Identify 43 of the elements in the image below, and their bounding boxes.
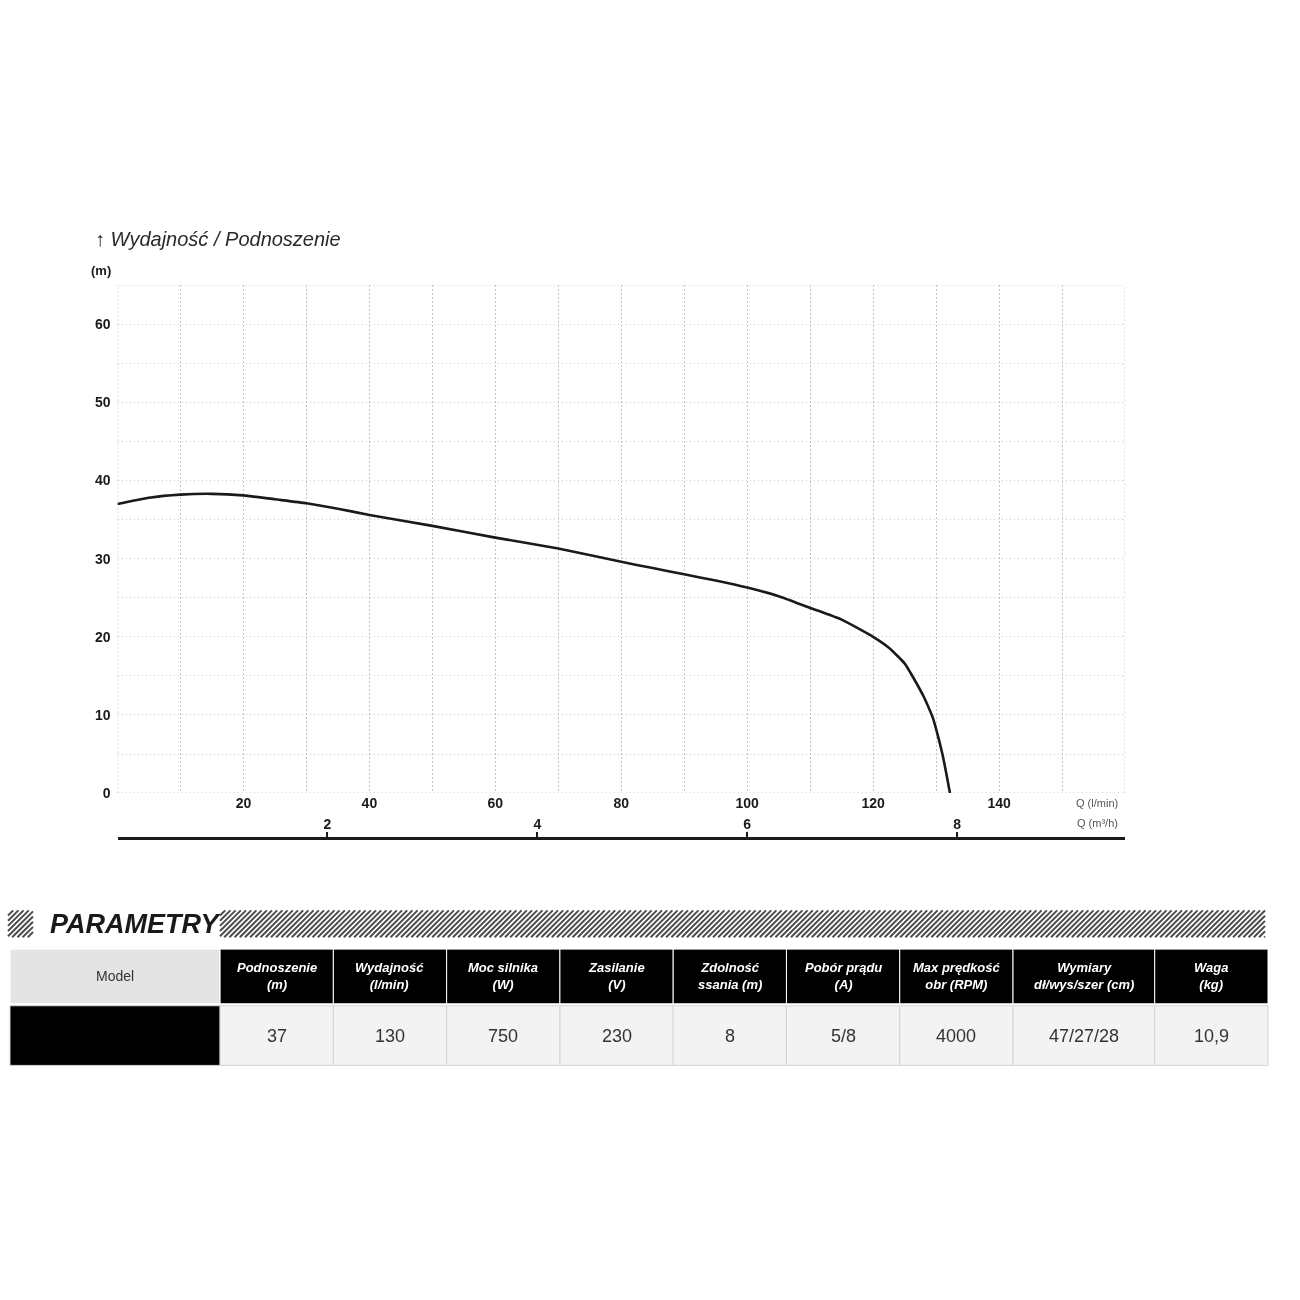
x-tick-label: 100: [735, 795, 760, 812]
category-label: Moc silnika (W): [468, 960, 539, 992]
category-label: Podnoszenie (m): [237, 960, 318, 992]
x-tick-label: 120: [861, 795, 886, 812]
category-label: Max prędkość obr (RPM): [913, 960, 1001, 992]
text: 4000: [936, 1026, 977, 1046]
x2-axis-title: Q (m³/h): [1077, 817, 1118, 829]
x-axis-title: Q (l/min): [1076, 797, 1119, 809]
x2-tick-label: 8: [953, 816, 962, 833]
text: 130: [375, 1026, 406, 1046]
category-label: Model: [96, 968, 135, 984]
category-label: Pobór prądu (A): [805, 960, 883, 992]
text: 750: [488, 1026, 519, 1046]
text: 47/27/28: [1049, 1026, 1120, 1046]
y-tick-label: 0: [102, 784, 111, 801]
x2-tick-label: 4: [533, 816, 542, 833]
y-tick-label: 20: [94, 628, 111, 645]
y-tick-label: 60: [94, 316, 111, 333]
category-label: Zasilanie (V): [588, 960, 645, 992]
x-tick-label: 80: [613, 795, 630, 812]
text: 5/8: [831, 1026, 857, 1046]
x-tick-label: 40: [361, 795, 378, 812]
text: 8: [725, 1026, 736, 1046]
text: 37: [267, 1026, 288, 1046]
x-tick-label: 20: [235, 795, 252, 812]
y-tick-label: 30: [94, 550, 111, 567]
x-tick-label: 60: [487, 795, 504, 812]
x2-tick-label: 6: [743, 816, 752, 833]
x2-tick-label: 2: [323, 816, 332, 833]
text: PARAMETRY: [50, 909, 222, 939]
y-tick-label: 40: [94, 472, 111, 489]
category-label: Wydajność (l/min): [355, 960, 425, 992]
chart-title: ↑ Wydajność / Podnoszenie: [95, 228, 341, 250]
text: 230: [602, 1026, 633, 1046]
y-axis-title: (m): [91, 263, 112, 278]
x-tick-label: 140: [987, 795, 1011, 812]
category-label: Zdolność ssania (m): [698, 960, 763, 992]
category-label: Waga (kg): [1194, 960, 1229, 992]
y-tick-label: 50: [94, 394, 111, 411]
y-tick-label: 10: [94, 706, 111, 723]
category-label: Wymiary dł/wys/szer (cm): [1034, 960, 1135, 992]
text: 10,9: [1194, 1026, 1230, 1046]
line-series: [117, 492, 952, 794]
